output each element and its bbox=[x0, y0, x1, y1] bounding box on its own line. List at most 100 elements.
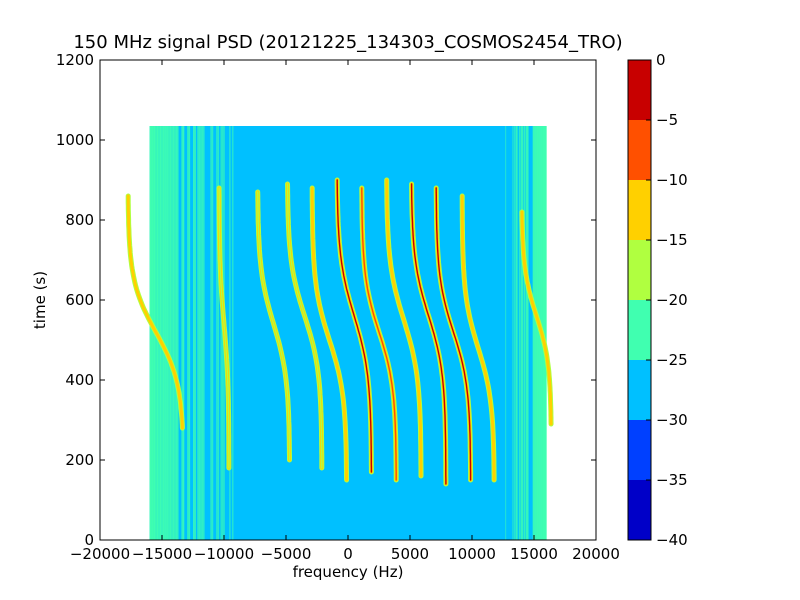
noise-column bbox=[159, 126, 162, 540]
signal-traces bbox=[125, 177, 554, 487]
chart-title: 150 MHz signal PSD (20121225_134303_COSM… bbox=[73, 32, 622, 53]
colorbar-segment bbox=[628, 420, 651, 480]
y-tick-label: 200 bbox=[65, 451, 94, 469]
noise-column bbox=[527, 126, 529, 540]
signal-trace bbox=[257, 191, 291, 461]
noise-column bbox=[526, 126, 528, 540]
x-tick-label: 10000 bbox=[448, 545, 496, 563]
noise-column bbox=[149, 126, 152, 540]
y-tick-label: 1000 bbox=[56, 131, 94, 149]
noise-column bbox=[526, 126, 528, 540]
noise-column bbox=[182, 126, 185, 540]
noise-column bbox=[516, 126, 518, 540]
heatmap-area bbox=[125, 126, 554, 540]
colorbar-segment bbox=[628, 240, 651, 300]
colorbar-tick-label: −30 bbox=[656, 411, 688, 429]
noise-column bbox=[515, 126, 517, 540]
signal-trace bbox=[521, 211, 552, 425]
signal-trace bbox=[410, 183, 447, 485]
noise-column bbox=[172, 126, 175, 540]
y-tick-label: 400 bbox=[65, 371, 94, 389]
noise-column bbox=[181, 126, 183, 540]
y-axis-label: time (s) bbox=[31, 271, 49, 329]
noise-column bbox=[217, 126, 220, 540]
colorbar-tick-label: −35 bbox=[656, 471, 688, 489]
noise-column bbox=[165, 126, 167, 540]
noise-column bbox=[535, 126, 537, 540]
noise-column bbox=[193, 126, 195, 540]
noise-column bbox=[523, 126, 525, 540]
colorbar-segment bbox=[628, 480, 651, 540]
noise-column bbox=[521, 126, 523, 540]
noise-column bbox=[220, 126, 222, 540]
colorbar-segment bbox=[628, 60, 651, 120]
colorbar-tick-label: −20 bbox=[656, 291, 688, 309]
y-tick-label: 600 bbox=[65, 291, 94, 309]
x-tick-label: −20000 bbox=[70, 545, 130, 563]
x-tick-label: −15000 bbox=[132, 545, 192, 563]
noise-column bbox=[534, 126, 536, 540]
noise-column bbox=[198, 126, 201, 540]
x-tick-label: 20000 bbox=[572, 545, 620, 563]
colorbar-tick-label: 0 bbox=[656, 51, 666, 69]
noise-column bbox=[512, 126, 514, 540]
noise-column bbox=[525, 126, 527, 540]
noise-column bbox=[169, 126, 172, 540]
colorbar: −40 −35 −30 −25 −20 −15 −10 −5 0 bbox=[627, 51, 688, 549]
noise-column bbox=[201, 126, 204, 540]
noise-column bbox=[187, 126, 189, 540]
noise-column bbox=[162, 126, 165, 540]
noise-column bbox=[537, 126, 539, 540]
noise-column bbox=[164, 126, 166, 540]
x-tick-label: −10000 bbox=[194, 545, 254, 563]
x-tick-label: −5000 bbox=[261, 545, 312, 563]
noise-column bbox=[174, 126, 176, 540]
colorbar-segment bbox=[628, 360, 651, 420]
signal-trace bbox=[361, 187, 397, 481]
noise-column bbox=[518, 126, 520, 540]
colorbar-segment bbox=[628, 300, 651, 360]
noise-column bbox=[522, 126, 524, 540]
signal-trace bbox=[336, 179, 373, 473]
signal-trace bbox=[386, 179, 422, 477]
noise-column bbox=[210, 126, 212, 540]
x-axis: −20000 −15000 −10000 −5000 0 5000 10000 15000 20… bbox=[70, 60, 620, 563]
noise-column bbox=[168, 126, 170, 540]
signal-trace bbox=[127, 195, 184, 429]
x-tick-label: 0 bbox=[343, 545, 353, 563]
noise-column bbox=[166, 126, 169, 540]
signal-trace bbox=[435, 187, 472, 481]
noise-column bbox=[188, 126, 191, 540]
colorbar-tick-label: −25 bbox=[656, 351, 688, 369]
noise-column bbox=[532, 126, 534, 540]
noise-column bbox=[521, 126, 523, 540]
noise-column bbox=[536, 126, 538, 540]
noise-column bbox=[161, 126, 163, 540]
noise-column bbox=[513, 126, 515, 540]
signal-trace bbox=[461, 195, 495, 481]
signal-trace bbox=[218, 187, 230, 469]
noise-column bbox=[544, 126, 546, 540]
noise-column bbox=[194, 126, 196, 540]
noise-column bbox=[520, 126, 522, 540]
noise-column bbox=[229, 126, 231, 540]
noise-column bbox=[203, 126, 205, 540]
colorbar-segment bbox=[628, 120, 651, 180]
y-tick-label: 800 bbox=[65, 211, 94, 229]
colorbar-tick-label: −5 bbox=[656, 111, 678, 129]
signal-trace bbox=[286, 183, 323, 469]
y-tick-label: 1200 bbox=[56, 51, 94, 69]
x-axis-label: frequency (Hz) bbox=[293, 563, 404, 581]
noise-column bbox=[152, 126, 154, 540]
colorbar-tick-label: −40 bbox=[656, 531, 688, 549]
noise-column bbox=[216, 126, 218, 540]
noise-column bbox=[175, 126, 178, 540]
x-tick-label: 5000 bbox=[391, 545, 429, 563]
noise-column bbox=[177, 126, 179, 540]
noise-column bbox=[536, 126, 538, 540]
noise-column bbox=[545, 126, 547, 540]
noise-column bbox=[232, 126, 234, 540]
signal-trace bbox=[311, 187, 348, 481]
y-tick-label: 0 bbox=[84, 531, 94, 549]
